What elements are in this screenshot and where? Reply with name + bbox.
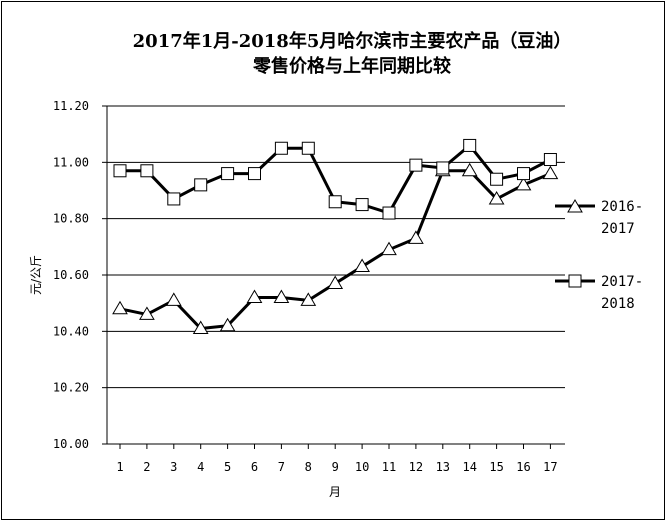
point-20172018-11 — [382, 206, 396, 220]
y-axis-label: 元/公斤 — [29, 255, 43, 295]
x-axis-label: 月 — [329, 485, 341, 499]
point-20172018-9 — [328, 195, 342, 209]
x-tick-label-10: 10 — [355, 460, 369, 474]
point-20162017-17 — [542, 165, 559, 180]
y-tick-label-11.20: 11.20 — [53, 99, 89, 113]
x-tick-label-8: 8 — [305, 460, 312, 474]
point-20162017-5 — [219, 317, 236, 332]
legend-label-2016-2017-line2: 2017 — [601, 221, 635, 237]
point-20172018-6 — [248, 167, 261, 181]
point-20162017-7 — [273, 289, 290, 304]
x-tick-label-3: 3 — [170, 460, 177, 474]
point-20172018-17 — [543, 153, 557, 167]
point-20172018-16 — [517, 167, 530, 181]
point-20162017-3 — [165, 292, 182, 306]
point-20162017-11 — [381, 241, 397, 256]
legend-label-2017-2018-line2: 2018 — [601, 296, 635, 312]
x-tick-label-11: 11 — [382, 460, 396, 474]
point-20162017-6 — [246, 289, 263, 304]
x-tick-label-6: 6 — [251, 460, 258, 474]
series-group — [112, 138, 559, 335]
point-20162017-14 — [461, 162, 478, 177]
y-tick-label-11.00: 11.00 — [53, 155, 89, 169]
point-20162017-8 — [300, 292, 317, 306]
x-tick-label-7: 7 — [278, 460, 285, 474]
point-20172018-14 — [463, 138, 477, 152]
x-tick-label-5: 5 — [224, 460, 231, 474]
x-axis-ticks: 1 2 3 4 5 6 7 8 9 10 11 12 13 14 15 16 17 — [116, 444, 558, 474]
legend-square-icon — [568, 274, 582, 288]
y-tick-label-10.80: 10.80 — [53, 212, 89, 226]
point-20162017-9 — [327, 275, 344, 289]
x-tick-label-15: 15 — [489, 460, 503, 474]
x-tick-label-14: 14 — [462, 460, 476, 474]
point-20172018-15 — [490, 172, 504, 186]
point-20162017-16 — [515, 176, 532, 191]
x-tick-label-4: 4 — [197, 460, 204, 474]
legend-label-2016-2017-line1: 2016- — [601, 199, 643, 215]
point-20172018-8 — [301, 141, 315, 155]
chart-title-line1: 2017年1月-2018年5月哈尔滨市主要农产品（豆油） — [133, 30, 572, 52]
point-20172018-3 — [167, 192, 181, 206]
x-tick-label-13: 13 — [436, 460, 450, 474]
chart-title-line2: 零售价格与上年同期比较 — [252, 55, 451, 77]
x-tick-label-12: 12 — [409, 460, 423, 474]
x-tick-label-17: 17 — [543, 460, 557, 474]
point-20162017-10 — [354, 258, 370, 273]
x-tick-label-1: 1 — [116, 460, 123, 474]
legend: 2016- 2017 2017- 2018 — [555, 199, 643, 312]
point-20172018-4 — [194, 178, 208, 192]
x-tick-label-9: 9 — [332, 460, 339, 474]
x-tick-label-16: 16 — [516, 460, 530, 474]
point-20172018-1 — [113, 164, 127, 178]
y-axis-ticks: 10.00 10.20 10.40 10.60 10.80 11.00 11.20 — [53, 99, 107, 451]
point-20172018-2 — [140, 164, 154, 178]
point-20172018-13 — [436, 161, 450, 175]
y-tick-label-10.20: 10.20 — [53, 381, 89, 395]
y-tick-label-10.40: 10.40 — [53, 324, 89, 338]
point-20162017-15 — [488, 190, 505, 205]
point-20162017-12 — [408, 230, 424, 244]
gridlines — [107, 105, 565, 389]
x-tick-label-2: 2 — [143, 460, 150, 474]
point-20162017-1 — [112, 300, 128, 315]
legend-triangle-icon — [567, 199, 583, 213]
y-tick-label-10.00: 10.00 — [53, 437, 89, 451]
point-20172018-12 — [409, 158, 423, 172]
legend-label-2017-2018-line1: 2017- — [601, 274, 643, 290]
point-20162017-2 — [139, 306, 155, 320]
point-20172018-7 — [274, 141, 288, 155]
point-20172018-5 — [221, 167, 235, 181]
point-20162017-4 — [192, 320, 209, 335]
y-tick-label-10.60: 10.60 — [53, 268, 89, 282]
point-20172018-10 — [355, 198, 369, 212]
